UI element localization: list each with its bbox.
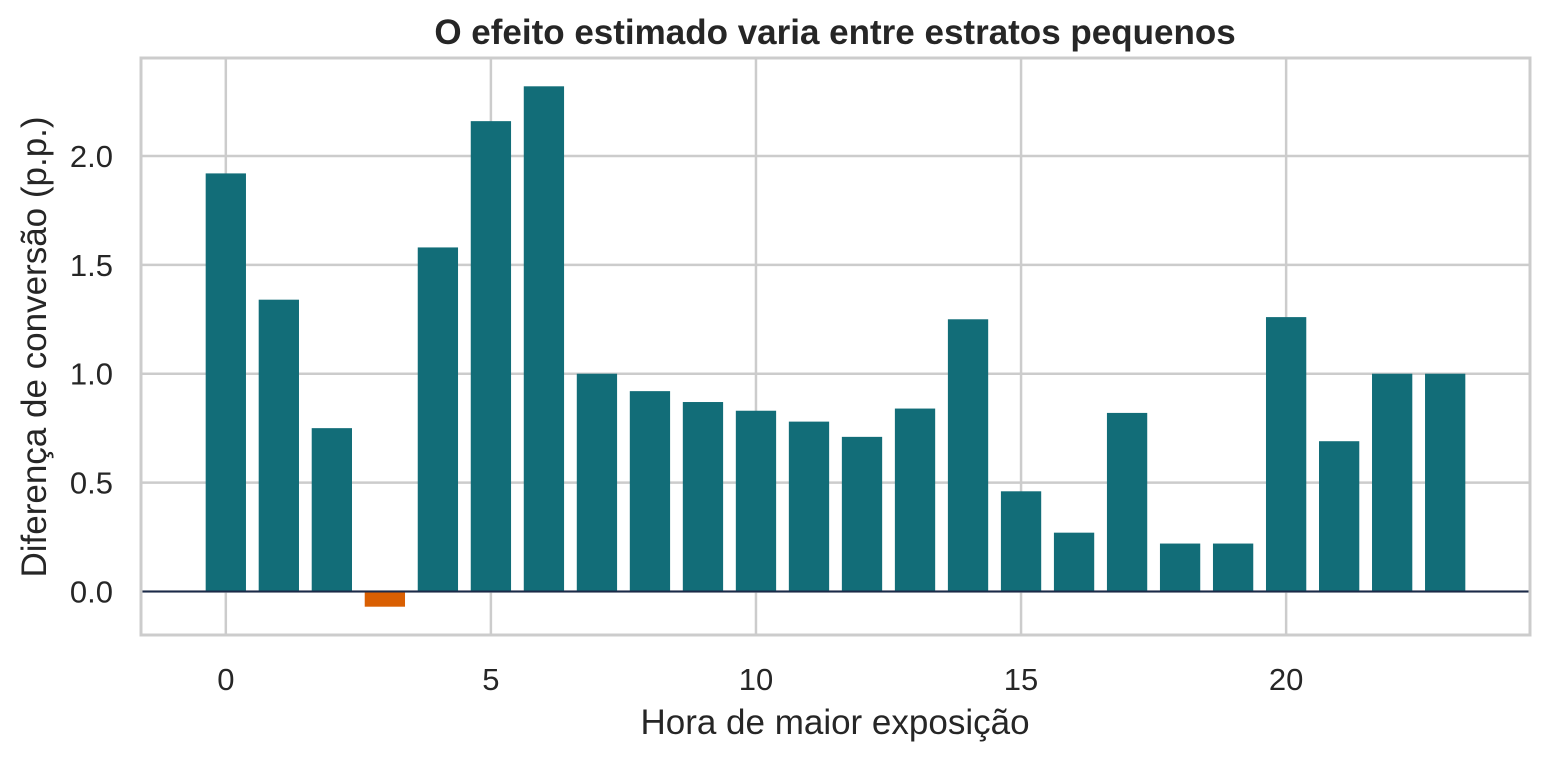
bar-hour-22: [1372, 373, 1413, 592]
bar-hour-20: [1265, 317, 1307, 592]
x-axis-ticks: 0 5 10 15 20: [217, 662, 1303, 697]
bar-hour-0: [205, 173, 246, 592]
y-tick-label: 1.5: [70, 248, 113, 283]
bar-hour-4: [417, 247, 459, 592]
bar-hour-12: [841, 436, 883, 592]
bar-hour-19: [1212, 543, 1254, 592]
y-axis-label: Diferença de conversão (p.p.): [15, 116, 54, 577]
bar-hour-17: [1106, 412, 1148, 592]
x-tick-label: 10: [739, 662, 773, 697]
x-tick-label: 15: [1004, 662, 1038, 697]
y-tick-label: 1.0: [70, 357, 113, 392]
bar-hour-11: [788, 421, 830, 592]
bar-hour-8: [629, 391, 671, 592]
bar-hour-1: [258, 299, 299, 592]
plot-frame: [139, 56, 1532, 637]
bar-hour-7: [576, 373, 618, 592]
bar-hour-16: [1053, 532, 1095, 592]
bars: [205, 86, 1466, 607]
bar-hour-6: [523, 86, 565, 592]
y-axis-ticks: 0.0 0.5 1.0 1.5 2.0: [70, 139, 113, 609]
bar-hour-10: [735, 410, 777, 592]
bar-hour-21: [1318, 441, 1360, 592]
bar-hour-9: [682, 402, 724, 592]
y-tick-label: 0.5: [70, 466, 113, 501]
bar-hour-23: [1425, 373, 1466, 592]
x-tick-label: 20: [1269, 662, 1303, 697]
x-tick-label: 0: [217, 662, 234, 697]
x-axis-label: Hora de maior exposição: [640, 703, 1029, 742]
y-tick-label: 2.0: [70, 139, 113, 174]
bar-hour-3: [364, 591, 406, 607]
bar-hour-18: [1159, 543, 1201, 592]
bar-hour-5: [470, 121, 512, 592]
bar-hour-15: [1000, 491, 1042, 592]
y-tick-label: 0.0: [70, 574, 113, 609]
bar-hour-2: [311, 428, 353, 592]
bar-hour-13: [894, 408, 936, 592]
chart-title: O efeito estimado varia entre estratos p…: [434, 13, 1235, 52]
bar-hour-14: [947, 319, 989, 592]
x-tick-label: 5: [482, 662, 499, 697]
